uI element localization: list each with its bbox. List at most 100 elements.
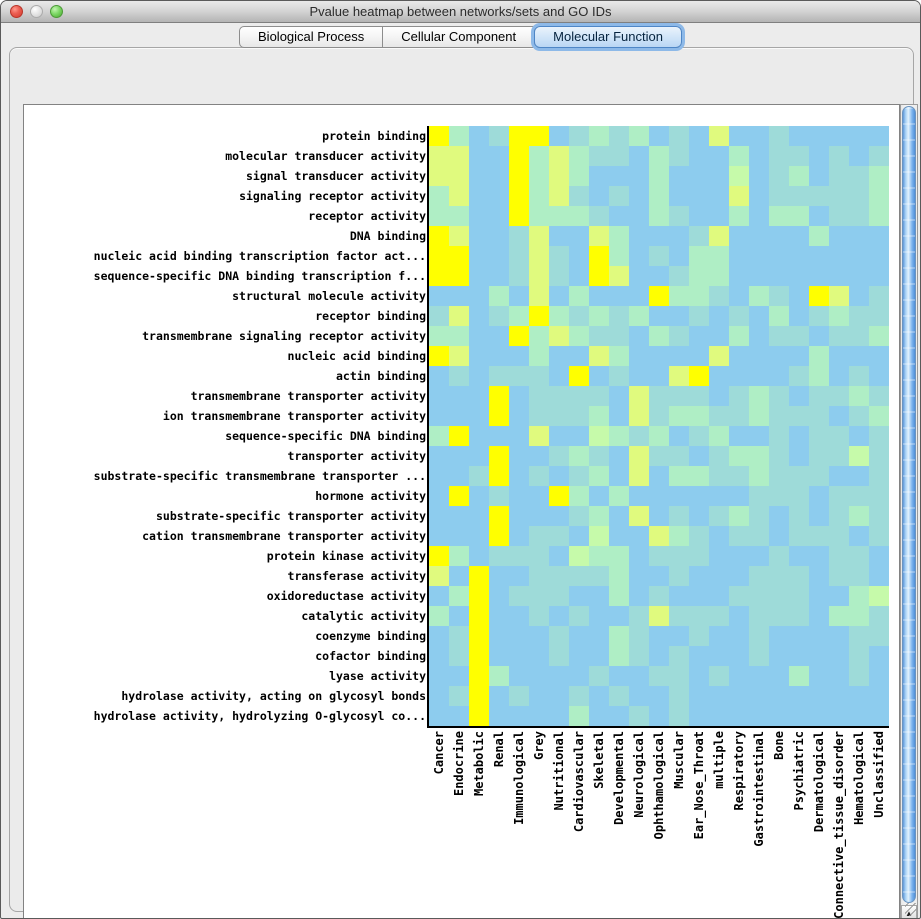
- heatmap-cell: [829, 566, 849, 586]
- heatmap-cell: [769, 246, 789, 266]
- heatmap-cell: [769, 586, 789, 606]
- heatmap-cell: [629, 126, 649, 146]
- heatmap-cell: [789, 146, 809, 166]
- heatmap-cell: [729, 546, 749, 566]
- vertical-scrollbar-thumb[interactable]: [902, 106, 916, 903]
- heatmap-cell: [809, 686, 829, 706]
- heatmap-cell: [709, 446, 729, 466]
- minimize-button[interactable]: [30, 5, 43, 18]
- heatmap-cell: [669, 706, 689, 726]
- col-label: Connective_tissue_disorder: [832, 731, 846, 919]
- heatmap-cell: [449, 626, 469, 646]
- row-label: substrate-specific transporter activity: [155, 509, 426, 523]
- heatmap-cell: [589, 366, 609, 386]
- zoom-button[interactable]: [50, 5, 63, 18]
- heatmap-cell: [869, 366, 889, 386]
- tab-biological-process[interactable]: Biological Process: [239, 26, 384, 48]
- heatmap-cell: [569, 666, 589, 686]
- heatmap-cell: [709, 706, 729, 726]
- heatmap-cell: [869, 286, 889, 306]
- heatmap-cell: [529, 686, 549, 706]
- heatmap-cell: [629, 646, 649, 666]
- col-label: Unclassified: [872, 731, 886, 818]
- heatmap-cell: [769, 226, 789, 246]
- col-label: Nutritional: [552, 731, 566, 811]
- heatmap-cell: [809, 426, 829, 446]
- heatmap-cell: [729, 166, 749, 186]
- heatmap-cell: [429, 126, 449, 146]
- heatmap-cell: [849, 486, 869, 506]
- heatmap-cell: [429, 246, 449, 266]
- heatmap-cell: [469, 126, 489, 146]
- heatmap-cell: [629, 246, 649, 266]
- heatmap-cell: [429, 446, 449, 466]
- heatmap-cell: [589, 546, 609, 566]
- heatmap-cell: [829, 646, 849, 666]
- heatmap-cell: [589, 386, 609, 406]
- heatmap-cell: [429, 406, 449, 426]
- row-label: receptor activity: [308, 209, 426, 223]
- heatmap-cell: [709, 346, 729, 366]
- row-label: structural molecule activity: [232, 289, 426, 303]
- col-label: Skeletal: [592, 731, 606, 789]
- heatmap-cell: [469, 286, 489, 306]
- heatmap-cell: [629, 506, 649, 526]
- heatmap-cell: [509, 486, 529, 506]
- heatmap-cell: [769, 646, 789, 666]
- heatmap-cell: [569, 186, 589, 206]
- heatmap-cell: [689, 226, 709, 246]
- heatmap-cell: [689, 686, 709, 706]
- heatmap-cell: [869, 126, 889, 146]
- heatmap-cell: [729, 246, 749, 266]
- vertical-scrollbar[interactable]: ▲ ▼: [900, 104, 918, 918]
- heatmap-cell: [749, 126, 769, 146]
- heatmap-cell: [429, 426, 449, 446]
- heatmap-cell: [709, 426, 729, 446]
- heatmap-cell: [709, 266, 729, 286]
- heatmap-cell: [429, 626, 449, 646]
- heatmap-cell: [849, 586, 869, 606]
- tab-molecular-function[interactable]: Molecular Function: [534, 26, 682, 48]
- col-label: Developmental: [612, 731, 626, 825]
- heatmap-cell: [749, 586, 769, 606]
- heatmap-cell: [809, 346, 829, 366]
- heatmap-cell: [469, 606, 489, 626]
- heatmap-cell: [449, 366, 469, 386]
- heatmap-cell: [789, 206, 809, 226]
- heatmap-cell: [609, 506, 629, 526]
- col-label: Grey: [532, 731, 546, 760]
- heatmap-cell: [609, 566, 629, 586]
- col-label: Psychiatric: [792, 731, 806, 811]
- heatmap-cell: [449, 486, 469, 506]
- heatmap-cell: [489, 186, 509, 206]
- heatmap-cell: [569, 266, 589, 286]
- tab-cellular-component[interactable]: Cellular Component: [382, 26, 536, 48]
- heatmap-cell: [789, 266, 809, 286]
- window-resize-grip[interactable]: [905, 903, 918, 916]
- heatmap-cell: [469, 586, 489, 606]
- close-button[interactable]: [10, 5, 23, 18]
- heatmap-cell: [749, 246, 769, 266]
- heatmap-cell: [449, 406, 469, 426]
- heatmap-cell: [449, 546, 469, 566]
- heatmap-cell: [749, 366, 769, 386]
- heatmap-cell: [709, 686, 729, 706]
- heatmap-cell: [689, 446, 709, 466]
- heatmap-cell: [529, 326, 549, 346]
- heatmap-cell: [549, 446, 569, 466]
- row-label: DNA binding: [349, 229, 426, 243]
- heatmap-cell: [809, 526, 829, 546]
- heatmap-cell: [489, 146, 509, 166]
- heatmap-cell: [649, 486, 669, 506]
- heatmap-cell: [489, 686, 509, 706]
- heatmap-cell: [869, 426, 889, 446]
- heatmap-cell: [589, 486, 609, 506]
- heatmap-cell: [669, 646, 689, 666]
- heatmap-cell: [689, 646, 709, 666]
- heatmap-cell: [569, 226, 589, 246]
- heatmap-cell: [549, 166, 569, 186]
- heatmap-cell: [469, 166, 489, 186]
- heatmap-cell: [709, 306, 729, 326]
- heatmap-cell: [669, 426, 689, 446]
- heatmap-cell: [849, 386, 869, 406]
